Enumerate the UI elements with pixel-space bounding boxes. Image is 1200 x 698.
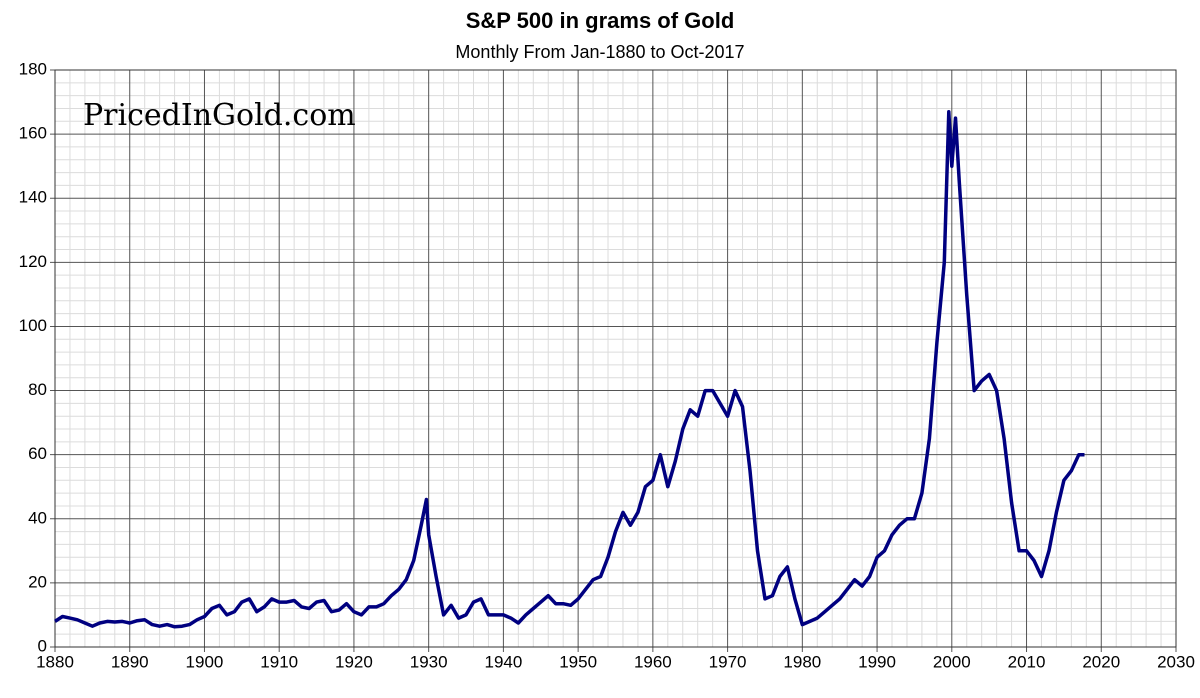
x-tick-label: 1980 — [783, 652, 821, 671]
y-tick-label: 0 — [38, 636, 47, 655]
x-tick-label: 1930 — [410, 652, 448, 671]
grid — [50, 69, 1177, 652]
x-tick-label: 1920 — [335, 652, 373, 671]
y-tick-label: 20 — [28, 572, 47, 591]
x-tick-label: 2030 — [1157, 652, 1195, 671]
x-tick-label: 2000 — [933, 652, 971, 671]
x-tick-label: 1890 — [111, 652, 149, 671]
chart-title: S&P 500 in grams of Gold — [466, 8, 735, 33]
y-tick-label: 140 — [19, 188, 47, 207]
y-tick-label: 120 — [19, 252, 47, 271]
y-tick-label: 80 — [28, 380, 47, 399]
x-tick-label: 1880 — [36, 652, 74, 671]
y-tick-label: 180 — [19, 59, 47, 78]
x-tick-label: 2010 — [1008, 652, 1046, 671]
watermark: PricedInGold.com — [83, 98, 356, 133]
x-tick-label: 1900 — [186, 652, 224, 671]
x-tick-label: 1990 — [858, 652, 896, 671]
x-tick-label: 1910 — [260, 652, 298, 671]
y-tick-label: 100 — [19, 316, 47, 335]
x-tick-label: 1940 — [484, 652, 522, 671]
y-tick-label: 40 — [28, 508, 47, 527]
x-tick-label: 2020 — [1082, 652, 1120, 671]
x-tick-label: 1960 — [634, 652, 672, 671]
x-tick-label: 1950 — [559, 652, 597, 671]
y-tick-label: 60 — [28, 444, 47, 463]
y-tick-label: 160 — [19, 124, 47, 143]
plot-border — [54, 69, 1177, 648]
chart-subtitle: Monthly From Jan-1880 to Oct-2017 — [455, 42, 744, 62]
data-line — [54, 109, 1085, 629]
plot — [54, 109, 1085, 629]
x-tick-label: 1970 — [709, 652, 747, 671]
